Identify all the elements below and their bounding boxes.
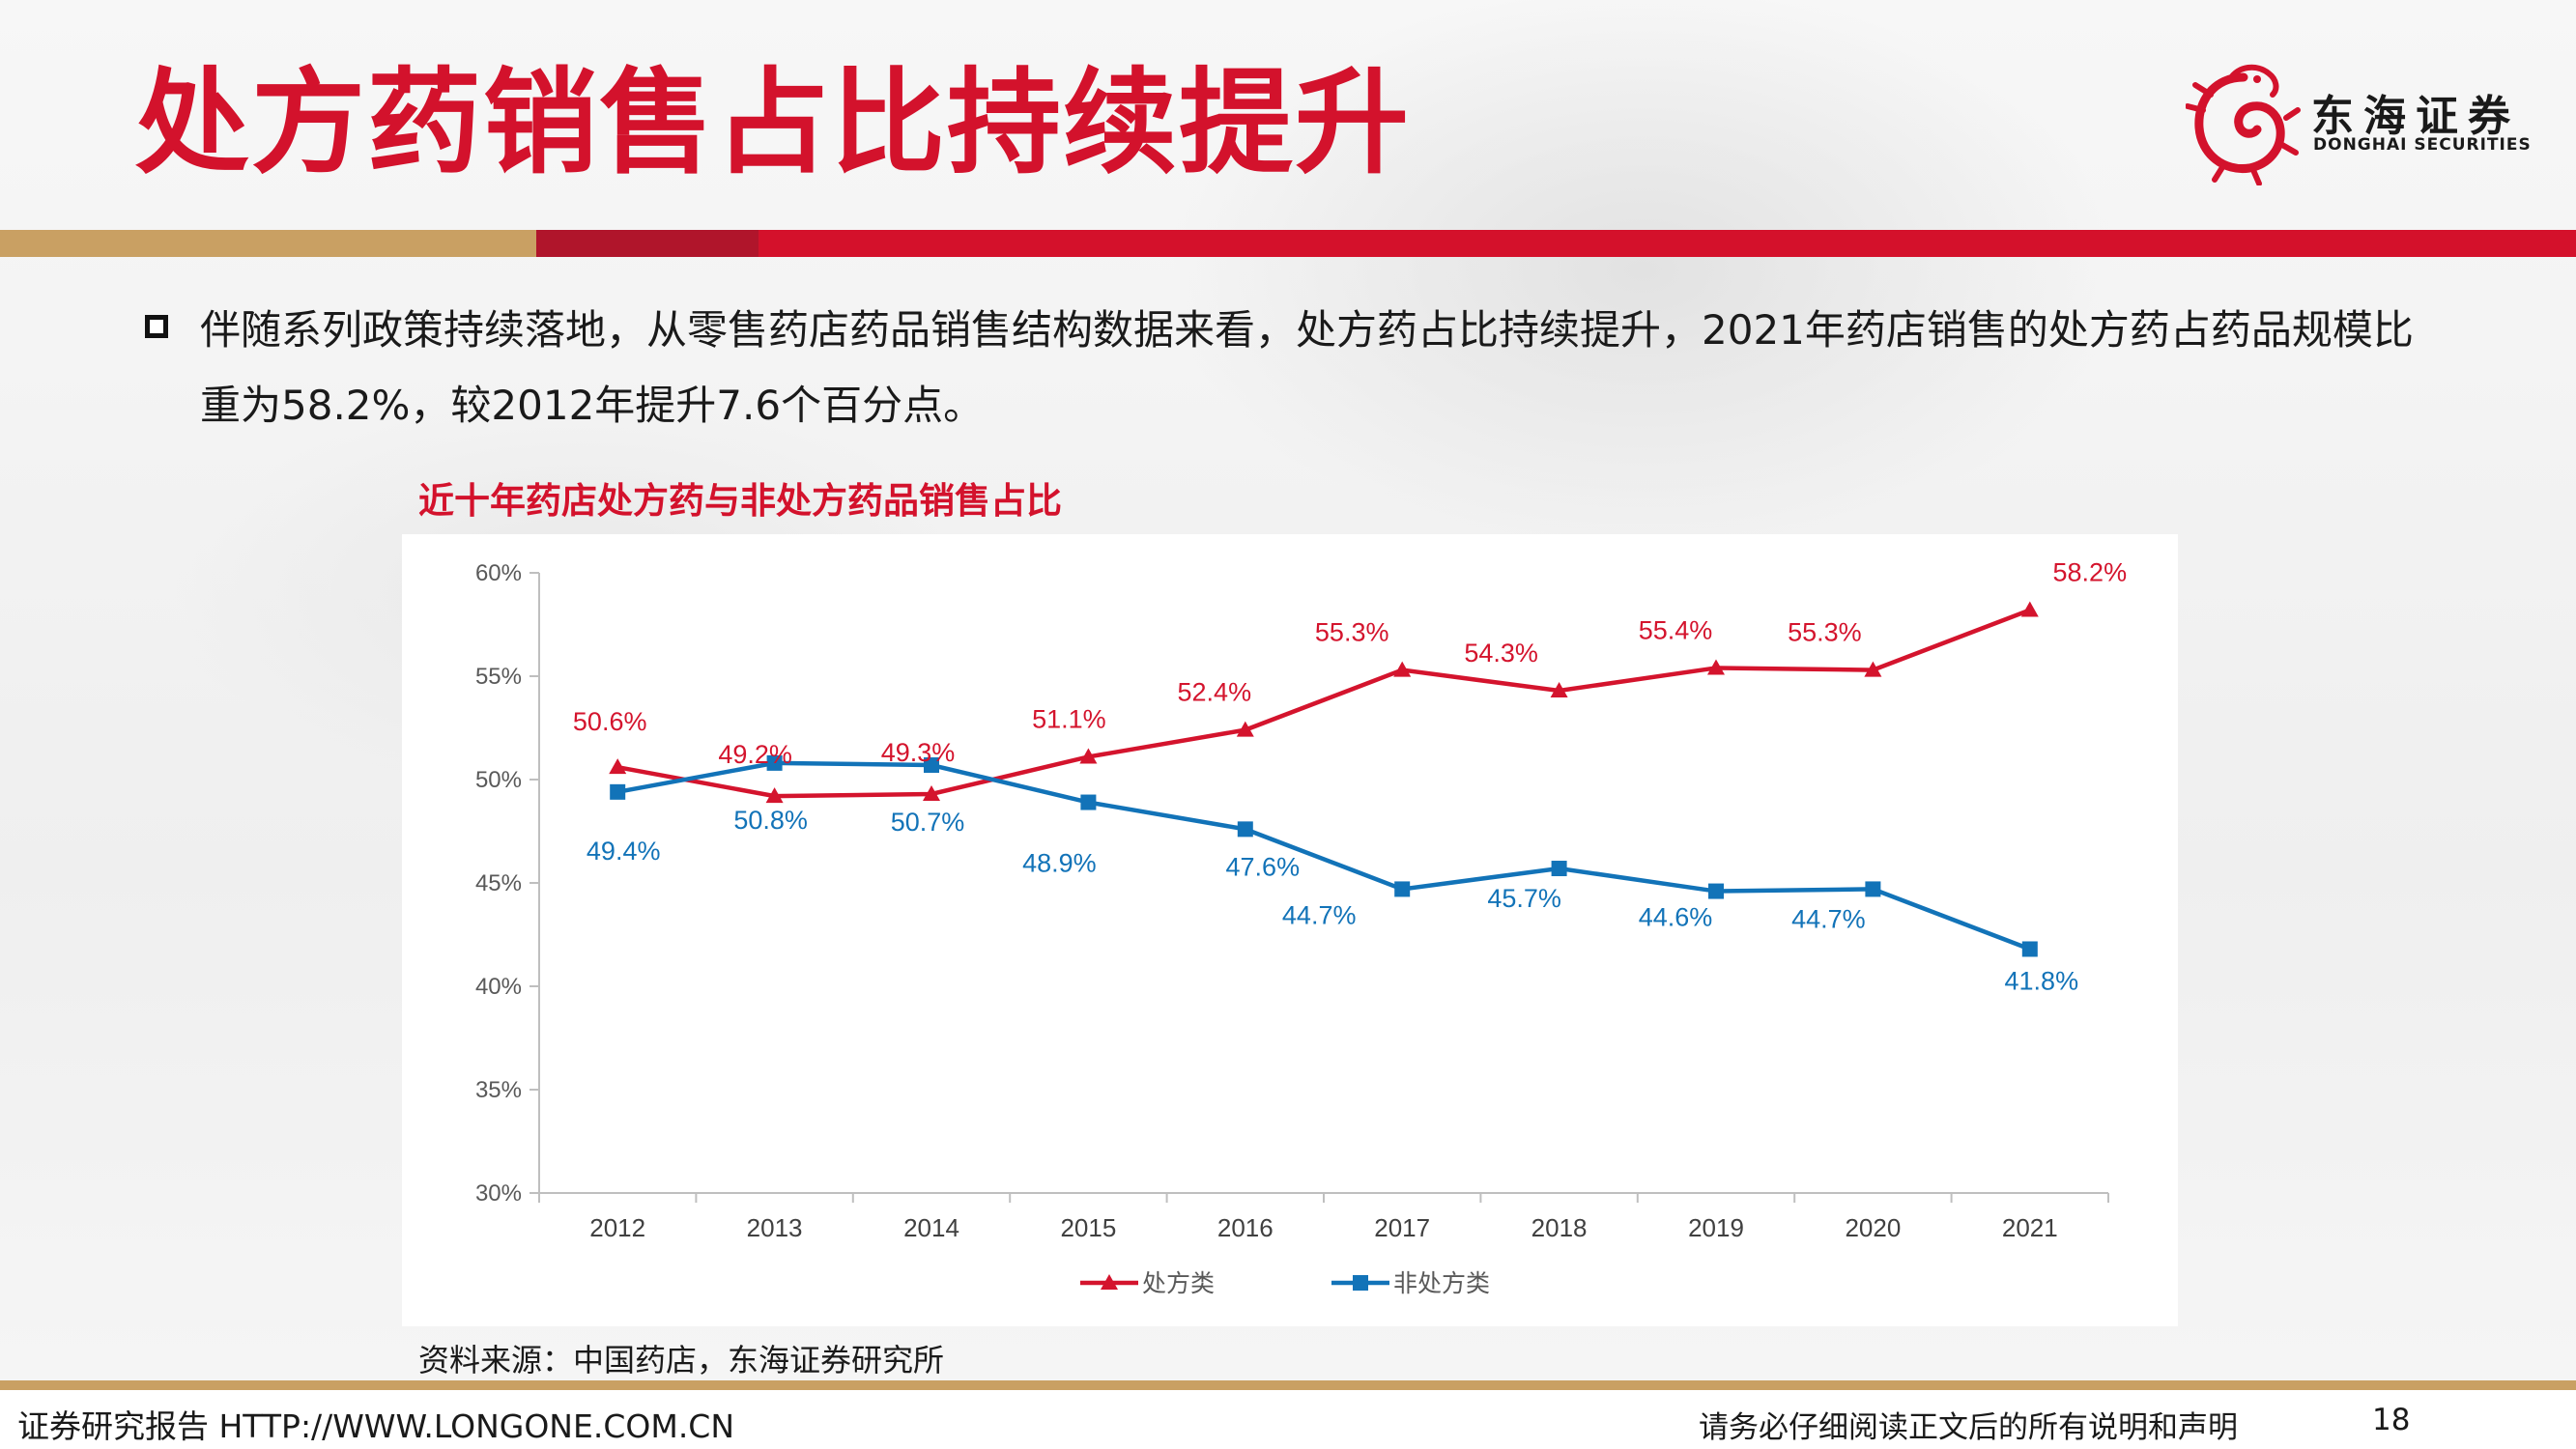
data-label-otc: 41.8%: [2005, 966, 2079, 995]
footer-bar: [0, 1390, 2576, 1449]
data-label-otc: 44.6%: [1639, 903, 1713, 932]
data-point-rx: [1864, 661, 1882, 677]
legend-label-otc: 非处方类: [1393, 1270, 1490, 1297]
data-point-rx: [2020, 601, 2039, 617]
data-label-rx: 55.3%: [1315, 618, 1389, 647]
y-tick-label: 50%: [475, 767, 522, 793]
data-label-otc: 47.6%: [1226, 852, 1301, 881]
source-note: 资料来源：中国药店，东海证券研究所: [418, 1342, 945, 1378]
data-point-otc: [1237, 821, 1253, 838]
data-point-rx: [923, 784, 940, 801]
data-point-rx: [1550, 681, 1568, 697]
x-tick-label: 2012: [589, 1213, 645, 1242]
data-label-rx: 55.4%: [1639, 615, 1713, 644]
series-line-rx: [616, 608, 2031, 799]
data-label-otc: 50.8%: [733, 806, 808, 835]
company-logo: 东海证券 DONGHAI SECURITIES: [2185, 60, 2553, 186]
bullet-square-icon: [145, 315, 168, 338]
y-tick-label: 30%: [475, 1180, 522, 1207]
data-label-otc: 45.7%: [1487, 884, 1561, 913]
x-tick-label: 2014: [903, 1213, 959, 1242]
data-point-otc: [1865, 881, 1881, 897]
header-band-dark-red: [536, 230, 758, 257]
series-line-otc: [616, 760, 2031, 952]
data-point-rx: [765, 787, 784, 804]
x-tick-label: 2021: [2002, 1213, 2058, 1242]
data-point-otc: [2021, 941, 2038, 957]
data-point-otc: [1394, 881, 1411, 897]
logo-name-en: DONGHAI SECURITIES: [2313, 135, 2532, 155]
data-label-rx: 49.2%: [718, 740, 792, 769]
data-label-rx: 55.3%: [1788, 618, 1862, 647]
footer-website: 证券研究报告 HTTP://WWW.LONGONE.COM.CN: [17, 1407, 735, 1445]
data-label-otc: 49.4%: [587, 837, 661, 866]
header-band-red: [758, 230, 2576, 257]
data-label-otc: 44.7%: [1282, 900, 1357, 929]
data-label-otc: 44.7%: [1791, 904, 1866, 933]
data-point-rx: [1393, 661, 1412, 677]
logo-name-cn: 东海证券: [2311, 92, 2520, 141]
footer-disclaimer: 请务必仔细阅读正文后的所有说明和声明: [1699, 1410, 2238, 1445]
data-point-rx: [1079, 748, 1098, 764]
x-tick-label: 2013: [747, 1213, 803, 1242]
page-title: 处方药销售占比持续提升: [135, 56, 1412, 189]
data-label-rx: 54.3%: [1464, 639, 1538, 668]
legend-label-rx: 处方类: [1142, 1270, 1215, 1297]
x-tick-label: 2019: [1688, 1213, 1744, 1242]
data-label-rx: 50.6%: [573, 707, 647, 736]
dragon-logo-icon: [2185, 64, 2301, 186]
data-point-otc: [1708, 883, 1724, 899]
y-tick-label: 35%: [475, 1077, 522, 1103]
data-label-otc: 50.7%: [891, 808, 965, 837]
data-label-rx: 58.2%: [2053, 558, 2128, 587]
data-label-rx: 51.1%: [1032, 704, 1106, 733]
chart-title: 近十年药店处方药与非处方药品销售占比: [418, 480, 1062, 522]
data-label-otc: 48.9%: [1022, 849, 1097, 878]
data-label-rx: 52.4%: [1178, 678, 1252, 707]
y-tick-label: 45%: [475, 870, 522, 896]
data-point-rx: [609, 758, 627, 775]
data-point-rx: [1707, 659, 1725, 675]
x-tick-label: 2015: [1060, 1213, 1116, 1242]
data-label-rx: 49.3%: [881, 738, 956, 767]
x-tick-label: 2016: [1217, 1213, 1274, 1242]
data-point-otc: [610, 783, 626, 800]
data-point-otc: [1080, 794, 1097, 810]
x-tick-label: 2017: [1374, 1213, 1430, 1242]
chart-area: 30% 35% 40% 45% 50% 55% 60% 2012 2013 2014 2015 201…: [402, 534, 2178, 1326]
data-point-otc: [766, 754, 783, 771]
y-tick-label: 55%: [475, 664, 522, 690]
legend-marker-rx: [1101, 1274, 1118, 1290]
x-tick-label: 2020: [1845, 1213, 1901, 1242]
data-point-otc: [924, 757, 939, 774]
y-tick-label: 60%: [475, 560, 522, 586]
data-point-otc: [1551, 861, 1567, 877]
legend-marker-otc: [1353, 1275, 1368, 1291]
header-band-gold: [0, 230, 536, 257]
y-tick-label: 40%: [475, 974, 522, 1000]
line-chart: 30% 35% 40% 45% 50% 55% 60% 2012 2013 2014 2015 201…: [475, 558, 2128, 1297]
data-point-rx: [1236, 721, 1254, 737]
page-number: 18: [2372, 1403, 2411, 1437]
bullet-text: 伴随系列政策持续落地，从零售药店药品销售结构数据来看，处方药占比持续提升，202…: [200, 306, 2414, 429]
footer-gold-line: [0, 1380, 2576, 1390]
x-tick-label: 2018: [1531, 1213, 1588, 1242]
